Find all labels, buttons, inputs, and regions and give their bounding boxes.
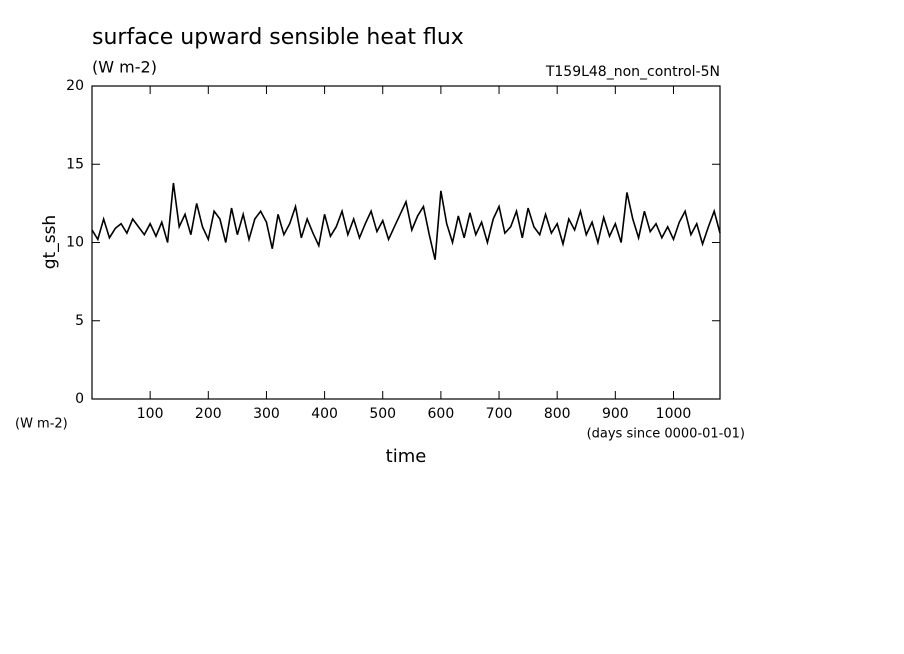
x-tick-label: 700 <box>486 406 513 422</box>
y-tick-label: 0 <box>75 391 84 407</box>
y-tick-label: 5 <box>75 313 84 329</box>
x-tick-label: 500 <box>369 406 396 422</box>
annotation: T159L48_non_control-5N <box>545 64 720 80</box>
y-axis-units: (W m-2) <box>15 417 68 432</box>
x-tick-label: 100 <box>137 406 164 422</box>
chart-title: surface upward sensible heat flux <box>92 25 464 50</box>
data-line <box>91 182 721 260</box>
x-axis-label: time <box>386 446 427 467</box>
chart-subtitle: (W m-2) <box>92 58 157 77</box>
x-tick-label: 800 <box>544 406 571 422</box>
y-tick-label: 15 <box>66 156 84 172</box>
y-axis-label: gt_ssh <box>40 215 60 269</box>
y-tick-label: 20 <box>66 78 84 94</box>
x-tick-label: 900 <box>602 406 629 422</box>
x-axis-units: (days since 0000-01-01) <box>587 427 745 442</box>
x-tick-label: 400 <box>311 406 338 422</box>
x-tick-label: 600 <box>428 406 455 422</box>
y-tick-label: 10 <box>66 235 84 251</box>
x-tick-label: 1000 <box>656 406 692 422</box>
plot-frame <box>91 85 721 400</box>
x-tick-label: 300 <box>253 406 280 422</box>
x-tick-label: 200 <box>195 406 222 422</box>
